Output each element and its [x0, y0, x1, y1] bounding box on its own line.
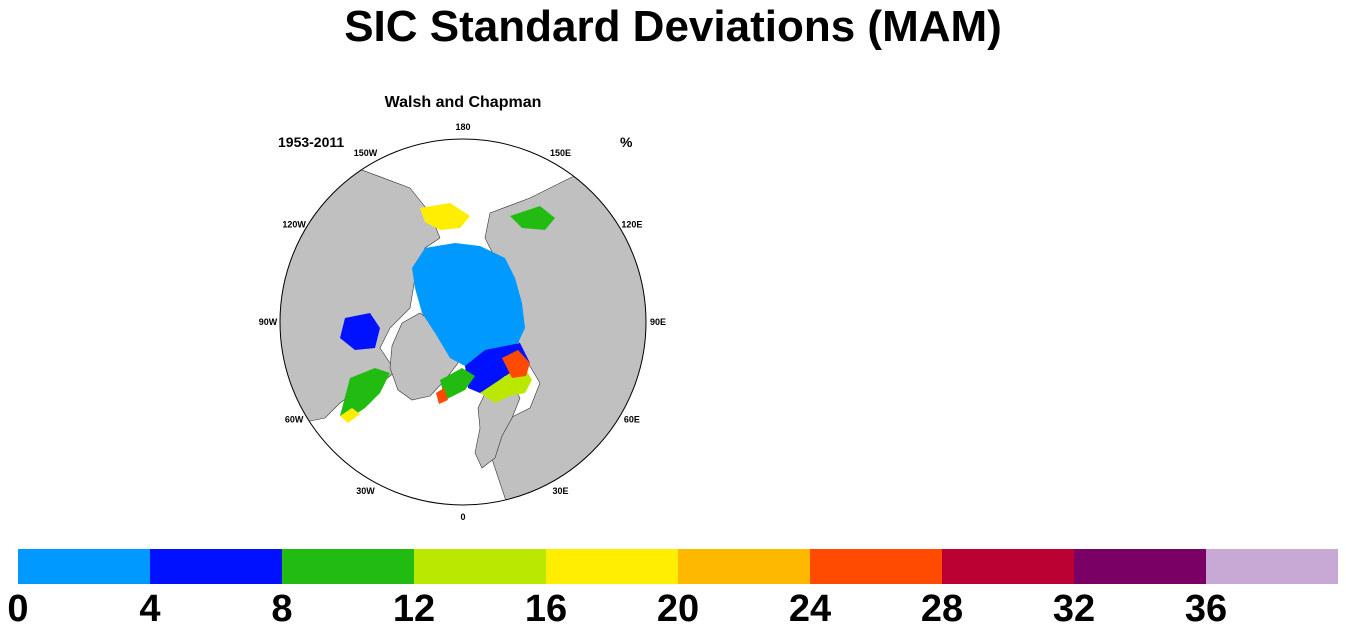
- longitude-label: 30W: [356, 486, 375, 496]
- bering-ice: [420, 203, 470, 230]
- colorbar-swatch: [282, 549, 414, 584]
- barents-ice-peak: [502, 350, 530, 378]
- colorbar-swatch: [546, 549, 678, 584]
- colorbar: [18, 549, 1338, 584]
- colorbar-tick-label: 20: [656, 588, 700, 630]
- colorbar-tick-label: 36: [1184, 588, 1228, 630]
- colorbar-swatch: [150, 549, 282, 584]
- colorbar-tick-label: 12: [392, 588, 436, 630]
- longitude-label: 120W: [282, 220, 306, 230]
- colorbar-tick-label: 16: [524, 588, 568, 630]
- map-subtitle: Walsh and Chapman: [384, 94, 542, 111]
- central-arctic-ice: [412, 243, 525, 366]
- colorbar-swatch: [1074, 549, 1206, 584]
- colorbar-tick-label: 4: [139, 588, 161, 630]
- colorbar-swatch: [18, 549, 150, 584]
- longitude-label: 150E: [550, 148, 571, 158]
- longitude-label: 0: [460, 512, 465, 522]
- okhotsk-ice: [510, 206, 555, 230]
- colorbar-tick-label: 0: [7, 588, 29, 630]
- page-title: SIC Standard Deviations (MAM): [344, 2, 1002, 51]
- polar-map: 180 150E 120E 90E 60E 30E 0 30W 60W 90W 120W 150W: [259, 122, 666, 522]
- longitude-label: 30E: [552, 486, 568, 496]
- colorbar-tick-label: 24: [788, 588, 832, 630]
- longitude-label: 150W: [354, 148, 378, 158]
- east-greenland-ice: [440, 368, 475, 400]
- longitude-label: 120E: [621, 220, 642, 230]
- longitude-labels: 180 150E 120E 90E 60E 30E 0 30W 60W 90W 120W 150W: [259, 122, 666, 522]
- longitude-label: 60E: [624, 415, 640, 425]
- colorbar-tick-label: 32: [1052, 588, 1096, 630]
- colorbar-swatch: [414, 549, 546, 584]
- longitude-label: 90W: [259, 317, 278, 327]
- colorbar-swatch: [942, 549, 1074, 584]
- colorbar-swatch: [810, 549, 942, 584]
- colorbar-swatch: [678, 549, 810, 584]
- longitude-label: 90E: [650, 317, 666, 327]
- labrador-ice-edge: [340, 408, 360, 423]
- map-boundary: [279, 138, 647, 506]
- labrador-ice: [340, 368, 390, 418]
- colorbar-tick-label: 28: [920, 588, 964, 630]
- units-label: %: [620, 134, 633, 150]
- colorbar-swatch: [1206, 549, 1338, 584]
- hudson-bay-ice: [340, 313, 380, 350]
- colorbar-tick-label: 8: [271, 588, 293, 630]
- longitude-label: 180: [455, 122, 470, 132]
- east-greenland-peak: [436, 388, 448, 404]
- period-label: 1953-2011: [278, 134, 345, 150]
- longitude-label: 60W: [285, 415, 304, 425]
